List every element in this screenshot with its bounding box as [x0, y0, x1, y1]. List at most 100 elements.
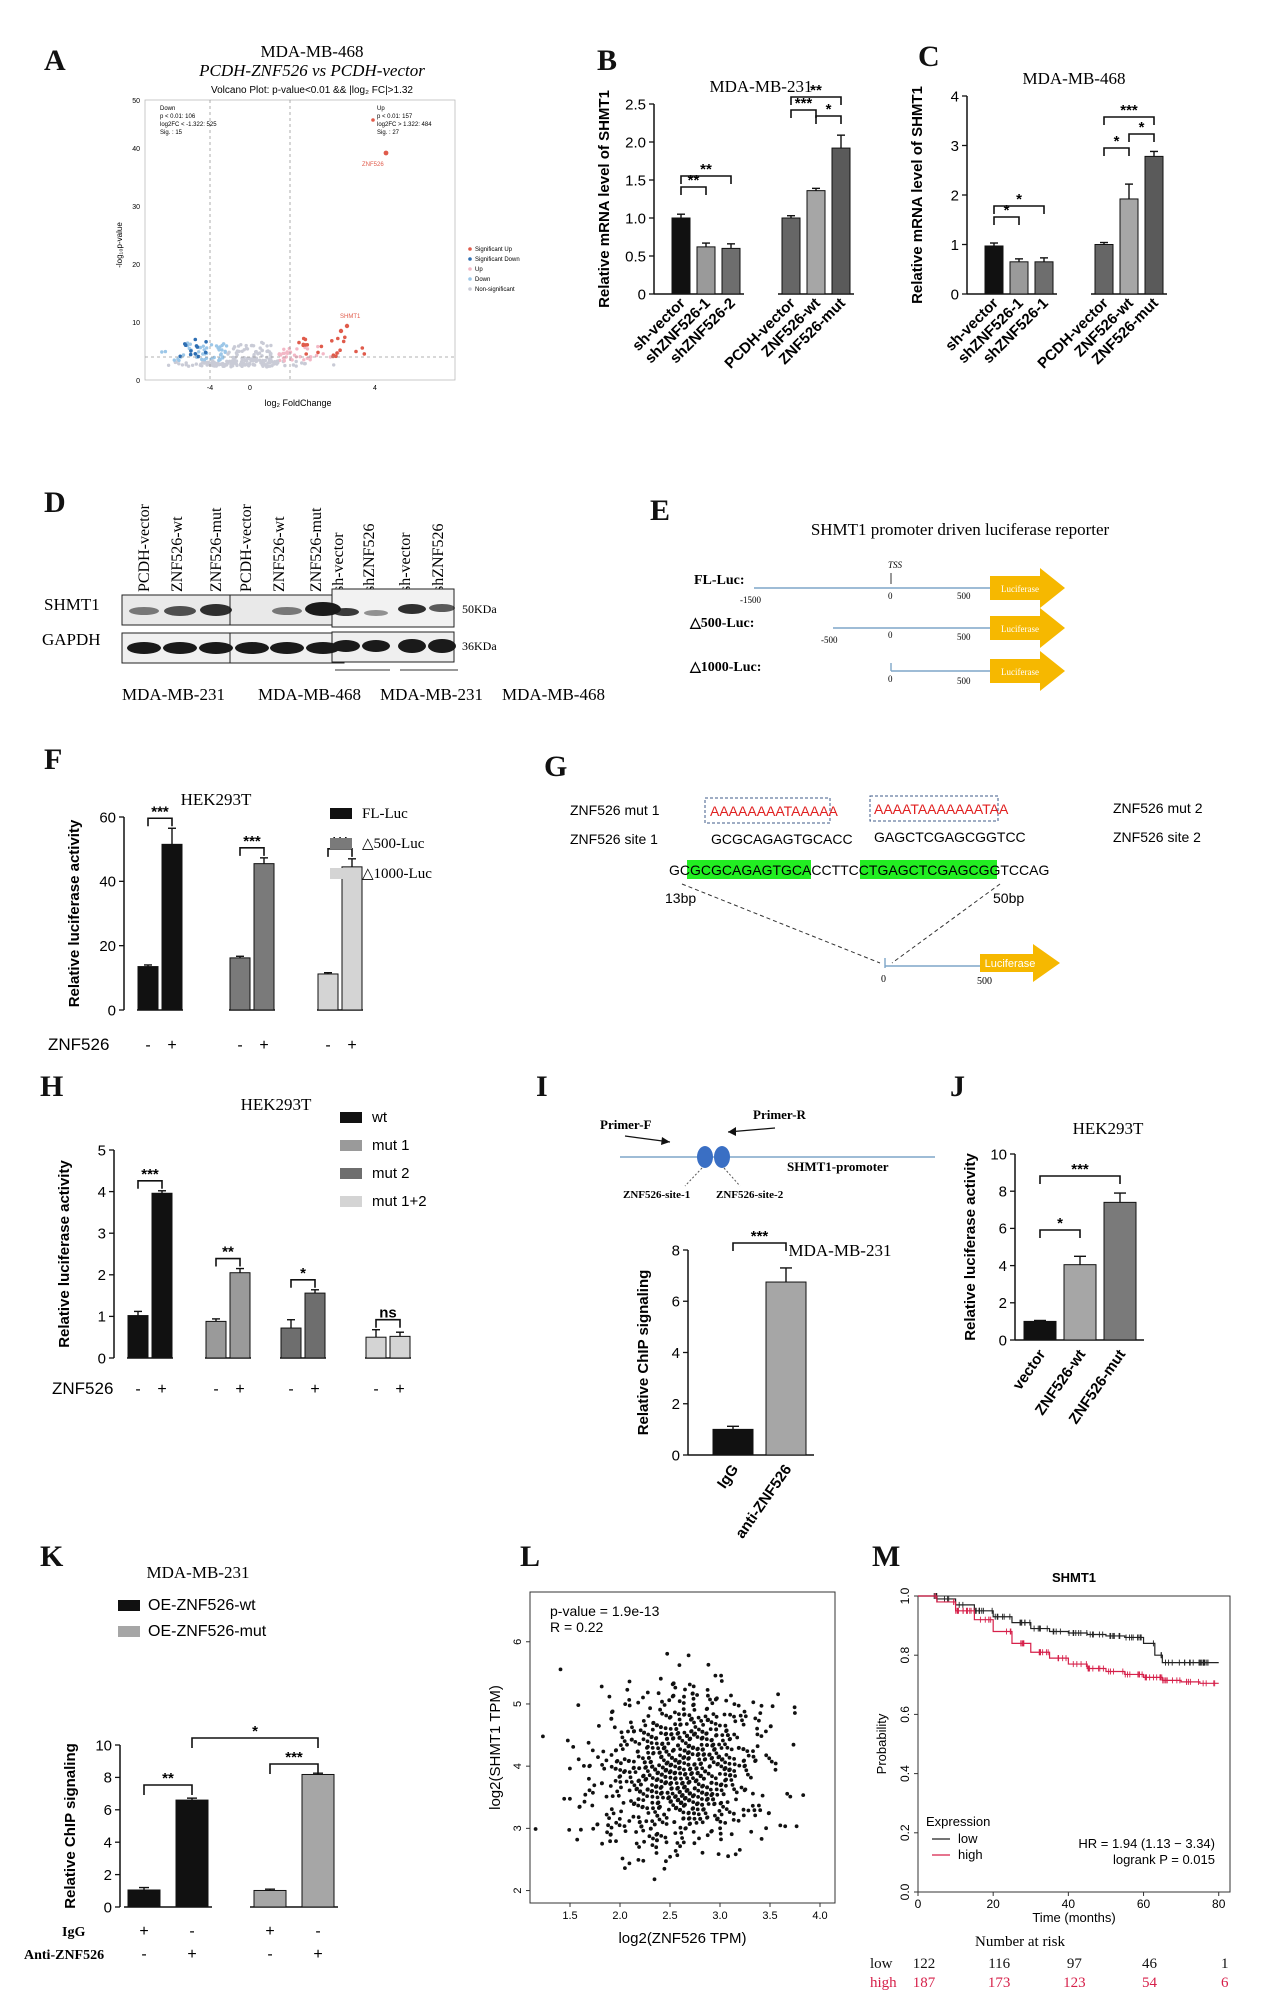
legend-swatch: [340, 1140, 362, 1151]
volcano-point-sig-down: [193, 337, 198, 342]
construct-labels: FL-Luc: △500-Luc: △1000-Luc:: [689, 573, 761, 675]
scatter-point: [665, 1736, 670, 1741]
scatter-point: [614, 1839, 618, 1843]
scatter-point: [637, 1742, 642, 1746]
significance-label: ***: [795, 95, 813, 112]
scatter-point: [722, 1712, 727, 1717]
volcano-point: [261, 341, 265, 346]
scatter-point: [725, 1745, 730, 1750]
volcano-legend: Significant Up Significant Down Up Down …: [468, 247, 520, 293]
y-tick-label: 40: [99, 874, 116, 891]
band: [333, 608, 359, 616]
panel-label-l: L: [520, 1540, 541, 1573]
legend-swatch: [340, 1112, 362, 1123]
volcano-point: [245, 359, 249, 363]
scatter-point: [705, 1743, 709, 1747]
y-tick-label: 0.5: [625, 248, 646, 265]
volcano-point-sig-up: [316, 350, 320, 355]
scatter-point: [726, 1733, 730, 1737]
volcano-point: [232, 358, 236, 362]
volcano-frame: [144, 99, 456, 381]
scatter-point: [650, 1794, 655, 1799]
scatter-points: [533, 1651, 806, 1882]
scatter-point: [616, 1793, 621, 1798]
scatter-point: [694, 1778, 699, 1783]
seq-site2: GAGCTCGAGCGGTCC: [877, 862, 1029, 878]
scatter-point: [671, 1736, 676, 1740]
legend-swatch-ns: [468, 287, 472, 291]
panel-label-h: H: [40, 1070, 64, 1103]
scatter-point: [678, 1753, 682, 1758]
significance-bracket: [239, 847, 265, 856]
position-label: 0: [888, 674, 893, 684]
scatter-point: [678, 1807, 683, 1812]
position-label: 0: [888, 630, 893, 640]
volcano-point-sig-up: [330, 339, 334, 343]
scatter-point: [675, 1841, 680, 1845]
volcano-point: [268, 353, 273, 357]
scatter-point: [632, 1765, 636, 1770]
band: [362, 640, 390, 652]
scatter-point: [597, 1724, 601, 1728]
scatter-point: [735, 1735, 740, 1740]
condition-sign: -: [145, 1037, 150, 1054]
scatter-point: [627, 1758, 631, 1763]
volcano-point-sig-down: [178, 354, 182, 359]
scatter-point: [668, 1775, 673, 1780]
scatter-point: [601, 1749, 606, 1754]
scatter-point: [650, 1843, 655, 1847]
scatter-point: [690, 1691, 695, 1696]
scatter-point: [680, 1836, 684, 1840]
bar: [253, 863, 275, 1011]
scatter-point: [708, 1787, 713, 1792]
site1-leader: [684, 1167, 703, 1187]
y-tick-label: 10: [990, 1146, 1007, 1163]
scatter-point: [663, 1726, 668, 1731]
panel-label-m: M: [872, 1540, 901, 1573]
significance-bracket: [680, 175, 732, 184]
scatter-point: [647, 1755, 651, 1760]
scatter-point: [664, 1840, 669, 1845]
scatter-point: [608, 1784, 613, 1788]
scatter-point: [651, 1806, 655, 1811]
band: [199, 642, 233, 654]
scatter-point: [686, 1653, 691, 1658]
scatter-point: [625, 1742, 629, 1747]
scatter-point: [751, 1749, 755, 1753]
scatter-point: [664, 1822, 669, 1826]
promoter-label: SHMT1-promoter: [787, 1159, 889, 1174]
scatter-point: [661, 1765, 665, 1770]
scatter-point: [558, 1667, 563, 1672]
scatter-point: [694, 1766, 699, 1770]
legend-label: wt: [371, 1109, 388, 1126]
significance-bracket: [290, 1278, 316, 1288]
scatter-point: [673, 1794, 678, 1799]
scatter-point: [683, 1802, 687, 1807]
legend-title: Expression: [926, 1814, 990, 1829]
scatter-point: [691, 1776, 695, 1780]
scatter-point: [755, 1744, 760, 1749]
x-tick: -4: [207, 385, 213, 392]
scatter-point: [719, 1673, 723, 1678]
scatter-point: [639, 1824, 644, 1829]
scatter-point: [734, 1797, 738, 1802]
risk-value: 46: [1142, 1956, 1158, 1972]
volcano-point-sig-up: [341, 339, 346, 344]
scatter-point: [737, 1745, 741, 1750]
scatter-point: [679, 1831, 684, 1835]
scatter-point: [674, 1805, 679, 1810]
scatter-point: [732, 1762, 737, 1767]
scatter-point: [657, 1763, 661, 1768]
scatter-point: [742, 1709, 747, 1714]
scatter-point: [687, 1798, 692, 1802]
scatter-point: [714, 1781, 719, 1786]
scatter-point: [705, 1833, 710, 1838]
mut2-label: ZNF526 mut 2: [1113, 800, 1203, 816]
lane-label: sh-vector: [397, 532, 414, 592]
scatter-point: [681, 1816, 686, 1821]
y-tick-label: 1: [951, 237, 959, 254]
y-tick-label: 4: [951, 88, 959, 105]
position-label: 500: [957, 676, 971, 686]
scatter-point: [609, 1716, 614, 1721]
scatter-point: [691, 1702, 696, 1707]
